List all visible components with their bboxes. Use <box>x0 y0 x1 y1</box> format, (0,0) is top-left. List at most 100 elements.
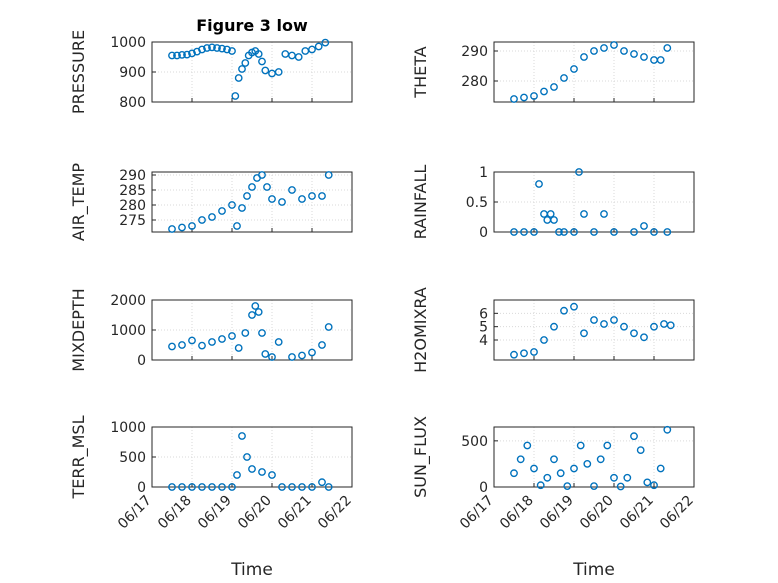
data-point <box>543 216 552 224</box>
y-tick-label: 275 <box>119 213 146 229</box>
data-point <box>530 228 538 236</box>
data-point <box>510 228 518 236</box>
data-point <box>550 83 558 91</box>
data-point <box>600 210 608 218</box>
data-point <box>298 483 306 491</box>
y-axis-label: RAINFALL <box>411 165 430 240</box>
y-tick-label: 0.5 <box>466 195 488 211</box>
y-axis-label: THETA <box>411 46 430 98</box>
y-tick-label: 800 <box>119 95 146 111</box>
data-point <box>596 455 605 464</box>
data-point <box>610 41 618 49</box>
data-point <box>243 192 251 200</box>
data-point <box>620 47 628 55</box>
subplot-mixdepth: 0 1000 2000 MIXDEPTH <box>69 288 353 372</box>
data-point <box>550 322 558 331</box>
data-point <box>288 353 296 361</box>
y-tick-label: 0 <box>137 353 146 369</box>
data-point <box>570 464 578 473</box>
data-point <box>261 66 270 75</box>
data-point <box>656 56 665 64</box>
data-point <box>530 92 538 100</box>
data-point <box>616 482 625 491</box>
data-point <box>540 87 548 96</box>
data-point <box>218 44 226 53</box>
data-point <box>318 341 326 349</box>
y-tick-label: 4 <box>479 333 488 349</box>
data-point <box>650 322 658 331</box>
data-point <box>520 349 528 358</box>
axes-box <box>151 171 353 233</box>
data-point <box>178 341 186 349</box>
x-tick-label: 06/17 <box>457 493 497 533</box>
x-tick-label: 06/17 <box>115 493 155 533</box>
x-tick-label: 06/20 <box>235 493 275 533</box>
data-point <box>324 323 333 331</box>
data-point <box>254 308 263 316</box>
x-tick-label: 06/19 <box>195 493 235 533</box>
data-point <box>520 228 528 236</box>
data-point <box>168 483 176 491</box>
subplot-theta: 280 290 THETA <box>411 41 695 103</box>
data-point <box>535 180 543 188</box>
data-point <box>314 42 323 51</box>
y-tick-label: 280 <box>461 74 488 90</box>
data-point <box>570 228 578 236</box>
data-point <box>254 50 263 58</box>
y-tick-label: 900 <box>119 65 146 81</box>
data-point <box>546 210 555 218</box>
x-tick-label: 06/22 <box>315 493 355 533</box>
data-point <box>238 65 246 73</box>
data-point <box>308 45 316 54</box>
data-point <box>530 464 538 473</box>
axes-box <box>493 41 695 103</box>
data-point <box>258 171 266 179</box>
data-point <box>590 47 598 55</box>
data-point <box>278 483 286 491</box>
data-point <box>168 342 176 351</box>
x-tick-label: 06/18 <box>155 493 195 533</box>
y-tick-label: 2000 <box>110 293 146 309</box>
data-point <box>523 441 532 450</box>
data-point <box>590 482 598 490</box>
data-point <box>198 483 206 491</box>
y-tick-label: 290 <box>461 44 488 60</box>
data-point <box>590 316 598 324</box>
data-point <box>168 51 176 60</box>
data-point <box>560 306 568 315</box>
data-point <box>281 50 290 58</box>
data-point <box>258 57 266 66</box>
data-point <box>600 320 608 328</box>
data-point <box>663 44 672 52</box>
data-point <box>580 210 588 218</box>
data-point <box>575 168 583 176</box>
data-point <box>536 481 545 490</box>
data-point <box>234 344 243 352</box>
data-point <box>663 228 672 236</box>
data-point <box>666 321 675 330</box>
data-point <box>603 441 612 450</box>
data-point <box>233 222 241 230</box>
y-tick-label: 0 <box>479 480 488 496</box>
data-point <box>228 47 236 55</box>
data-point <box>288 51 296 60</box>
subplot-rainfall: 0 0.5 1 RAINFALL <box>411 165 695 241</box>
data-point <box>555 228 563 236</box>
data-point <box>213 44 221 52</box>
y-tick-label: 0 <box>479 225 488 241</box>
subplot-sun_flux: 0 500 06/17 06/18 06/19 06/20 06/21 06/22 SUN_FL… <box>411 416 697 532</box>
data-point <box>298 351 306 360</box>
data-point <box>530 348 538 356</box>
data-point <box>540 210 548 218</box>
x-tick-label: 06/22 <box>657 493 697 533</box>
data-point <box>510 469 518 478</box>
x-tick-label: 06/19 <box>537 493 577 533</box>
data-point <box>636 446 645 454</box>
subplot-terr_msl: 0 500 1000 06/17 06/18 06/19 06/20 06/21 06/22 TE… <box>69 415 355 532</box>
data-point <box>274 68 283 76</box>
y-tick-label: 500 <box>461 434 488 450</box>
data-point <box>321 38 330 47</box>
